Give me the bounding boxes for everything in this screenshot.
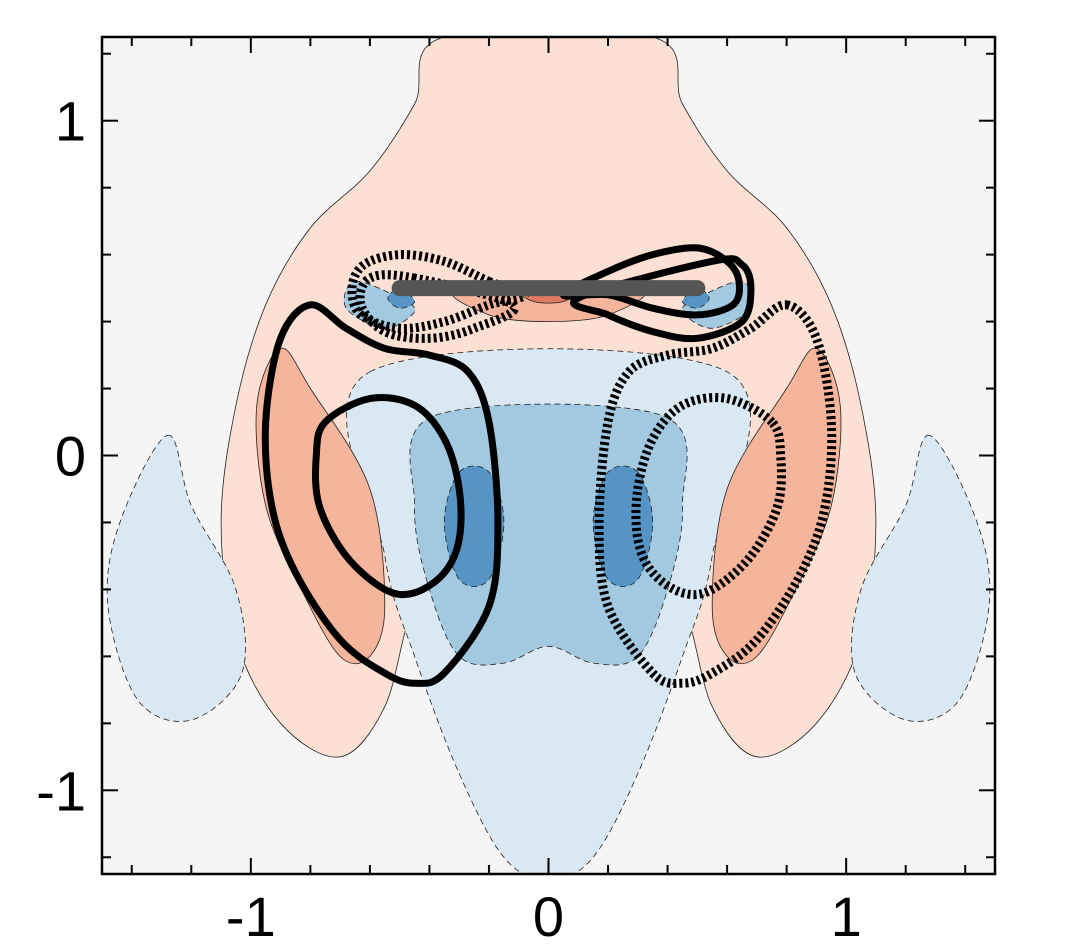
isoline-solid-5 <box>570 255 755 343</box>
isoline-dashed-7 <box>355 270 520 343</box>
x-tick-label: 0 <box>533 885 564 948</box>
contour-region-negative-6 <box>592 465 654 587</box>
isoline-solid-1 <box>311 394 465 599</box>
isoline-dashed-2 <box>594 300 837 688</box>
x-tick-label: -1 <box>226 885 276 948</box>
contour-fill-layer <box>106 37 991 874</box>
y-tick-label: -1 <box>36 759 86 822</box>
contour-region-negative-2 <box>106 434 246 722</box>
isoline-solid-0 <box>261 301 502 687</box>
isoline-dashed-3 <box>631 393 787 600</box>
y-tick-label: 1 <box>55 90 86 153</box>
x-tick-label: 1 <box>831 885 862 948</box>
contour-region-negative-3 <box>851 434 991 722</box>
axis-tick-labels: -1 0 1 -1 0 1 <box>36 90 862 948</box>
y-tick-label: 0 <box>55 425 86 488</box>
axis-ticks <box>102 37 995 874</box>
